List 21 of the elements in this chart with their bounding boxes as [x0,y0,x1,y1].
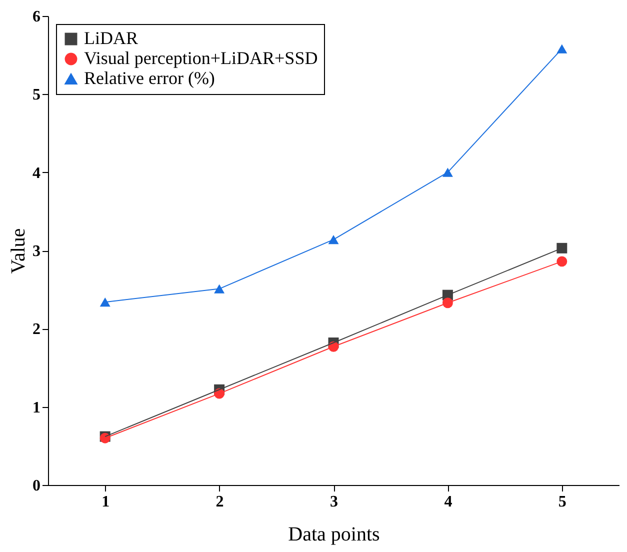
legend-label: LiDAR [84,28,138,48]
point [214,284,225,294]
y-axis-title: Value [8,228,30,274]
y-tick-label: 1 [32,399,40,416]
y-tick-label: 4 [32,164,40,182]
legend-label: Visual perception+LiDAR+SSD [84,48,318,68]
y-tick-label: 5 [32,86,40,104]
x-tick-label: 4 [444,494,452,510]
x-tick-label: 3 [330,494,338,510]
x-tick-label: 1 [102,494,110,510]
point [556,242,568,254]
y-tick-label: 3 [32,243,40,260]
x-tick-label: 2 [216,494,224,510]
y-tick-label: 0 [32,478,40,494]
y-tick-label: 6 [32,8,40,26]
y-tick-label: 2 [32,321,40,338]
x-tick-label: 5 [558,494,566,510]
x-axis-title: Data points [288,524,380,546]
point [556,256,568,267]
point [100,298,110,307]
legend-label: Relative error (%) [84,68,215,88]
